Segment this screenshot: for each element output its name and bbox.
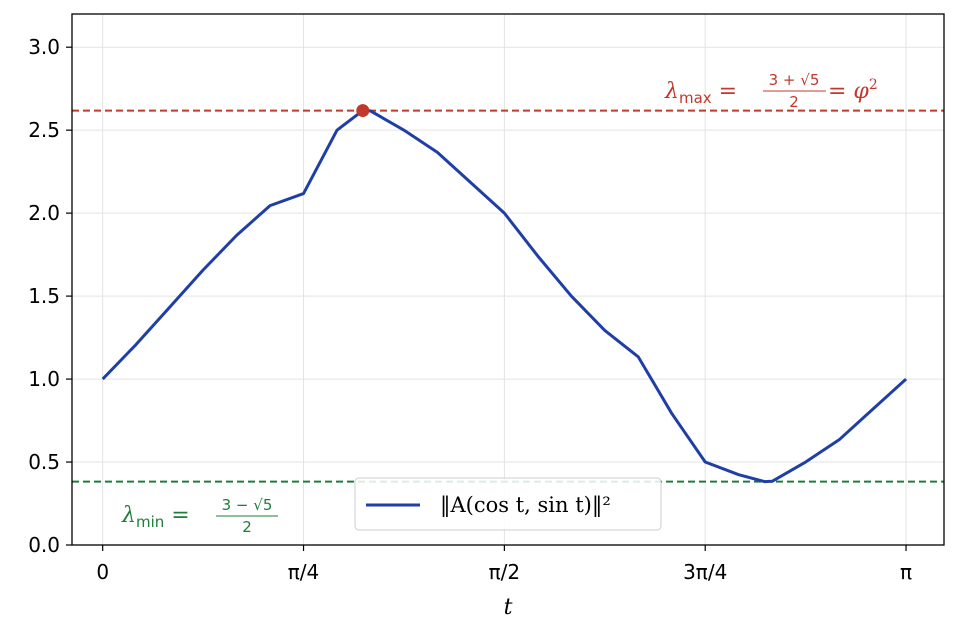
svg-text:2: 2 bbox=[242, 518, 252, 536]
x-tick-label: π/2 bbox=[489, 560, 521, 584]
lambda-min-annotation: λmin = 3 − √5 2 bbox=[121, 496, 278, 536]
y-tick-label: 2.0 bbox=[28, 201, 60, 225]
x-tick-label: π/4 bbox=[288, 560, 320, 584]
x-tick-label: 3π/4 bbox=[683, 560, 727, 584]
plot-frame bbox=[71, 13, 945, 546]
reference-lines bbox=[72, 109, 944, 483]
y-tick-label: 1.0 bbox=[28, 367, 60, 391]
y-tick-label: 2.5 bbox=[28, 118, 60, 142]
x-axis-ticks: 0 π/4 π/2 3π/4 π bbox=[96, 545, 912, 584]
legend-box bbox=[354, 477, 662, 531]
y-tick-label: 1.5 bbox=[28, 284, 60, 308]
grid bbox=[72, 14, 944, 546]
svg-text:λmin =: λmin = bbox=[121, 503, 190, 531]
svg-text:2: 2 bbox=[789, 93, 799, 111]
x-axis-label: t bbox=[504, 595, 513, 620]
svg-text:3 − √5: 3 − √5 bbox=[222, 496, 273, 514]
svg-text:= φ2: = φ2 bbox=[828, 77, 878, 104]
series-layer bbox=[101, 104, 908, 484]
legend: ‖A(cos t, sin t)‖² bbox=[354, 477, 662, 531]
x-tick-label: π bbox=[900, 560, 912, 584]
y-axis-ticks: 0.0 0.5 1.0 1.5 2.0 2.5 3.0 bbox=[28, 35, 72, 557]
y-tick-label: 0.0 bbox=[28, 533, 60, 557]
x-tick-label: 0 bbox=[96, 560, 109, 584]
max-point bbox=[356, 104, 370, 118]
svg-text:λmax =: λmax = bbox=[664, 79, 737, 107]
y-tick-label: 0.5 bbox=[28, 450, 60, 474]
legend-label: ‖A(cos t, sin t)‖² bbox=[440, 493, 611, 518]
y-tick-label: 3.0 bbox=[28, 35, 60, 59]
lambda-max-annotation: λmax = 3 + √5 2 = φ2 bbox=[664, 71, 878, 111]
svg-text:3 + √5: 3 + √5 bbox=[769, 71, 820, 89]
series-line bbox=[101, 109, 908, 484]
